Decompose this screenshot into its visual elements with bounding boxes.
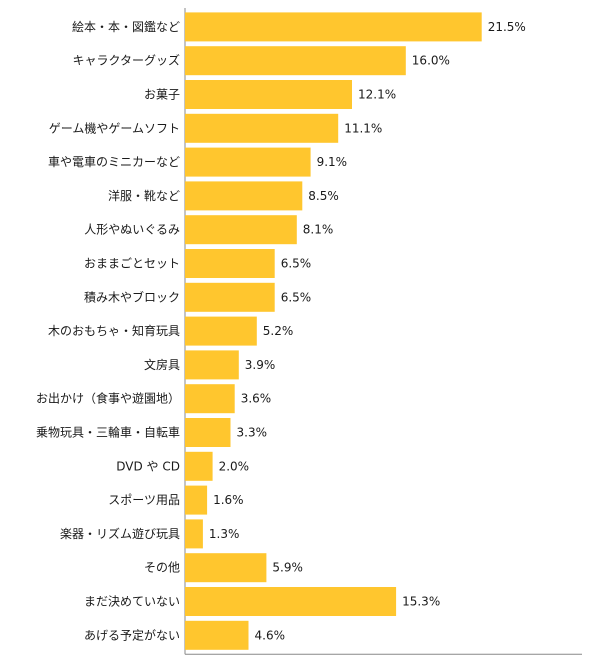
value-label-15: 1.3% [209,527,240,541]
bar-9 [185,316,257,346]
value-label-17: 15.3% [402,595,440,609]
value-label-4: 9.1% [317,155,348,169]
value-label-18: 4.6% [255,628,286,642]
value-label-2: 12.1% [358,88,396,102]
value-label-7: 6.5% [281,257,312,271]
value-label-10: 3.9% [245,358,275,372]
value-label-8: 6.5% [281,290,312,304]
value-label-11: 3.6% [241,392,272,406]
category-label-6: 人形やぬいぐるみ [84,223,180,237]
category-label-12: 乗物玩具・三輪車・自転車 [36,425,180,440]
bar-11 [185,384,235,414]
category-label-14: スポーツ用品 [108,493,180,507]
bar-3 [185,113,339,143]
bar-17 [185,587,397,616]
bar-10 [185,350,239,380]
category-label-10: 文房具 [144,357,180,372]
category-label-1: キャラクターグッズ [72,53,180,68]
category-label-9: 木のおもちゃ・知育玩具 [48,323,180,338]
value-label-12: 3.3% [237,426,268,440]
category-label-3: ゲーム機やゲームソフト [49,120,180,135]
category-label-8: 積み木やブロック [84,289,180,304]
value-label-3: 11.1% [344,121,382,135]
value-label-16: 5.9% [272,561,303,575]
bar-4 [185,147,311,177]
category-label-15: 楽器・リズム遊び玩具 [60,526,180,541]
value-label-9: 5.2% [263,324,294,338]
bar-1 [185,46,406,76]
category-label-13: DVD や CD [116,459,180,473]
category-label-18: あげる予定がない [84,627,180,642]
bar-16 [185,553,267,583]
bar-7 [185,249,275,278]
bar-13 [185,451,213,481]
bar-5 [185,181,303,211]
bar-6 [185,215,297,245]
bar-12 [185,418,231,447]
value-label-1: 16.0% [412,54,450,68]
value-label-13: 2.0% [219,459,250,473]
category-label-2: お菓子 [144,88,180,102]
value-label-14: 1.6% [213,493,244,507]
bar-8 [185,282,275,312]
value-label-0: 21.5% [488,20,526,34]
bar-0 [185,12,482,42]
bar-14 [185,485,208,515]
value-label-5: 8.5% [308,189,339,203]
category-label-16: その他 [144,561,180,575]
bar-2 [185,80,352,109]
bar-15 [185,519,203,549]
category-label-17: まだ決めていない [84,595,180,609]
value-label-6: 8.1% [303,223,334,237]
category-label-11: お出かけ（食事や遊園地） [36,391,180,406]
category-label-0: 絵本・本・図鑑など [72,19,180,34]
category-label-5: 洋服・靴など [108,188,180,203]
bar-18 [185,620,249,650]
category-label-7: おままごとセット [84,256,180,271]
category-label-4: 車や電車のミニカーなど [48,155,180,169]
